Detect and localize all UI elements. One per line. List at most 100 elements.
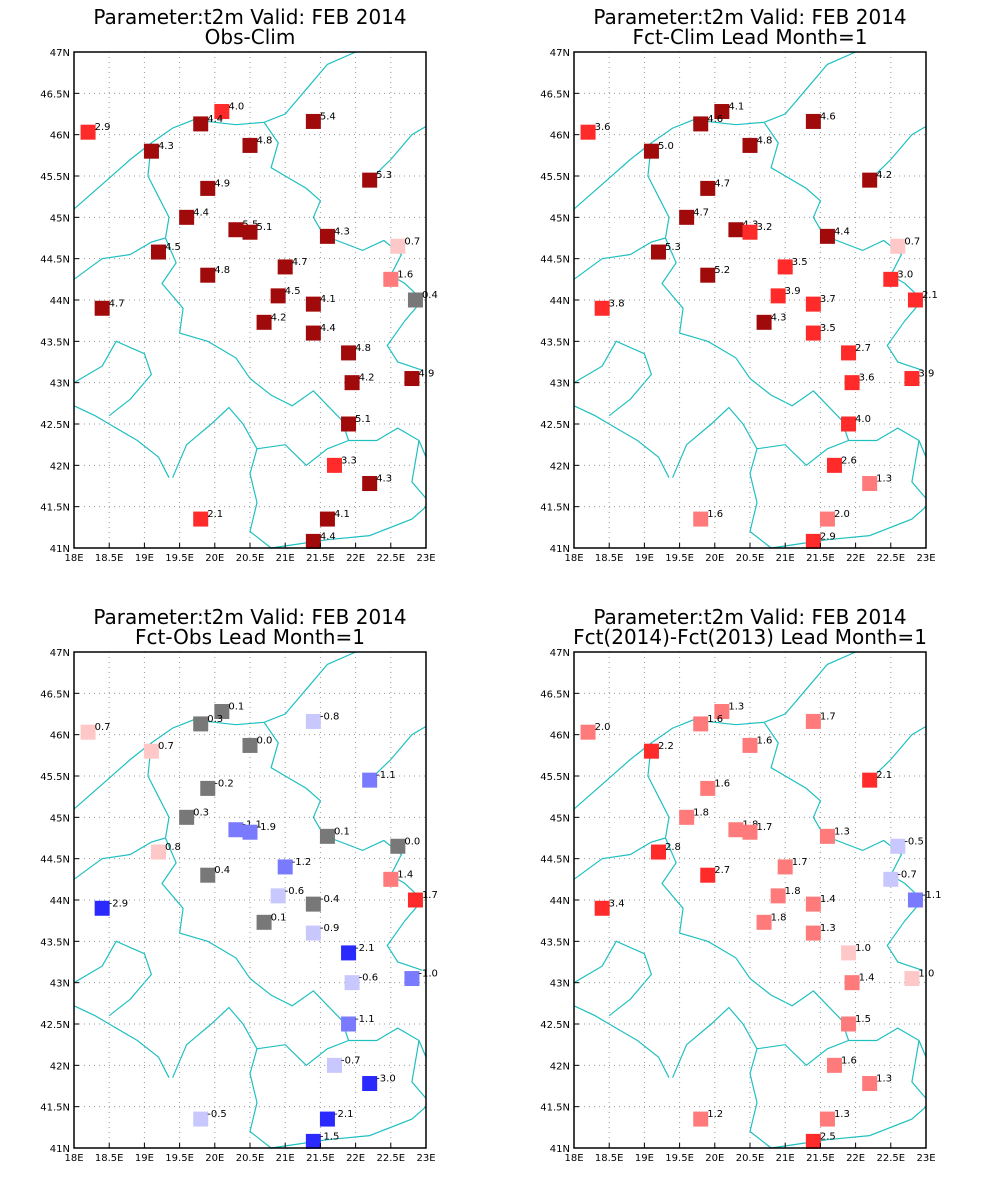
boundary-line (647, 742, 927, 1058)
station-marker (700, 867, 716, 883)
lat-tick-label: 41N (550, 544, 570, 555)
station-value-label: -2.9 (109, 898, 129, 909)
station-value-label: 0.7 (95, 722, 111, 733)
boundary-line (256, 439, 349, 467)
lat-tick-label: 45.5N (540, 172, 570, 183)
lat-tick-label: 41.5N (40, 503, 70, 514)
station-marker (179, 209, 195, 225)
station-marker (407, 892, 423, 908)
station-value-label: 1.3 (876, 474, 892, 485)
boundary-line (573, 405, 670, 478)
station-marker (728, 822, 744, 838)
station-marker (700, 780, 716, 796)
station-value-label: 4.3 (771, 312, 787, 323)
station-marker (742, 224, 758, 240)
station-value-label: 3.8 (609, 298, 625, 309)
station-marker (819, 511, 835, 527)
station-marker (841, 945, 857, 961)
station-value-label: 2.6 (841, 455, 857, 466)
station-value-label: 4.1 (334, 509, 350, 520)
station-marker (862, 476, 878, 492)
station-marker (319, 511, 335, 527)
station-value-label: 4.2 (271, 312, 287, 323)
station-marker (193, 716, 209, 732)
station-marker (643, 143, 659, 159)
station-marker (407, 292, 423, 308)
lat-tick-label: 42N (50, 461, 70, 472)
station-marker (728, 222, 744, 238)
station-marker (805, 113, 821, 129)
axis-labels: 18E 18.5E 19E 19.5E 20E 20.5E 21E 21.5E 22E 22.5E… (40, 648, 435, 1164)
station-marker (193, 511, 209, 527)
station-value-label: 4.1 (728, 102, 744, 113)
lat-tick-label: 43N (550, 379, 570, 390)
station-marker (143, 743, 159, 759)
lon-tick-label: 23E (916, 1153, 935, 1164)
station-value-label: -0.4 (320, 894, 340, 905)
station-value-label: 3.7 (820, 294, 836, 305)
boundary-line (263, 721, 424, 971)
station-value-label: -0.2 (214, 778, 234, 789)
station-marker (193, 116, 209, 132)
lon-tick-label: 21.5E (306, 553, 335, 564)
station-value-label: 1.7 (792, 857, 808, 868)
station-marker (693, 716, 709, 732)
station-marker (277, 259, 293, 275)
station-marker (305, 296, 321, 312)
lat-tick-label: 45.5N (40, 172, 70, 183)
station-value-label: 5.3 (665, 242, 681, 253)
boundary-line (763, 121, 924, 371)
panel-subtitle: Fct-Obs Lead Month=1 (135, 625, 365, 649)
station-value-label: -2.1 (334, 1109, 354, 1120)
lon-tick-label: 19.5E (165, 553, 194, 564)
lat-tick-label: 43.5N (40, 937, 70, 948)
lat-tick-label: 41N (550, 1144, 570, 1155)
station-marker (907, 892, 923, 908)
boundary-line (411, 440, 427, 499)
station-marker (214, 704, 230, 720)
station-value-label: 0.1 (271, 912, 287, 923)
lon-tick-label: 22.5E (377, 553, 406, 564)
station-marker (826, 1057, 842, 1073)
lon-tick-label: 19.5E (665, 553, 694, 564)
boundary-line (672, 406, 772, 549)
lat-tick-label: 46N (50, 131, 70, 142)
station-marker (305, 713, 321, 729)
station-value-label: 3.6 (595, 122, 611, 133)
lon-tick-label: 21E (776, 1153, 795, 1164)
station-marker (242, 824, 258, 840)
station-value-label: 4.5 (165, 242, 181, 253)
station-marker (841, 416, 857, 432)
station-marker (344, 375, 360, 391)
lon-tick-label: 23E (916, 553, 935, 564)
station-marker (777, 859, 793, 875)
map-panel: Parameter:t2m Valid: FEB 2014Fct(2014)-F… (540, 605, 941, 1164)
station-value-label: -1.1 (355, 1014, 375, 1025)
boundary-line (73, 1005, 170, 1078)
station-marker (270, 288, 286, 304)
station-value-label: -0.6 (285, 886, 305, 897)
station-marker (383, 871, 399, 887)
station-value-label: 3.0 (897, 269, 913, 280)
station-marker (277, 859, 293, 875)
lat-tick-label: 44N (550, 296, 570, 307)
lon-tick-label: 19E (135, 1153, 154, 1164)
boundary-line (263, 121, 424, 371)
lat-tick-label: 45N (550, 213, 570, 224)
station-marker (80, 124, 96, 140)
boundary-line (573, 237, 666, 280)
station-value-label: 4.0 (228, 102, 244, 113)
axis-labels: 18E 18.5E 19E 19.5E 20E 20.5E 21E 21.5E 22E 22.5E… (540, 648, 935, 1164)
lon-tick-label: 18.5E (595, 1153, 624, 1164)
boundary-line (573, 940, 653, 1017)
station-value-label: -1.1 (922, 890, 942, 901)
lon-tick-label: 18E (64, 1153, 83, 1164)
lat-tick-label: 41N (50, 1144, 70, 1155)
station-value-label: 0.7 (404, 236, 420, 247)
station-marker (305, 113, 321, 129)
station-value-label: 3.5 (820, 323, 836, 334)
panel-title: Parameter:t2m Valid: FEB 2014 (93, 605, 406, 629)
station-value-label: 2.1 (876, 770, 892, 781)
station-value-label: 1.3 (834, 1109, 850, 1120)
lat-tick-label: 42N (550, 461, 570, 472)
